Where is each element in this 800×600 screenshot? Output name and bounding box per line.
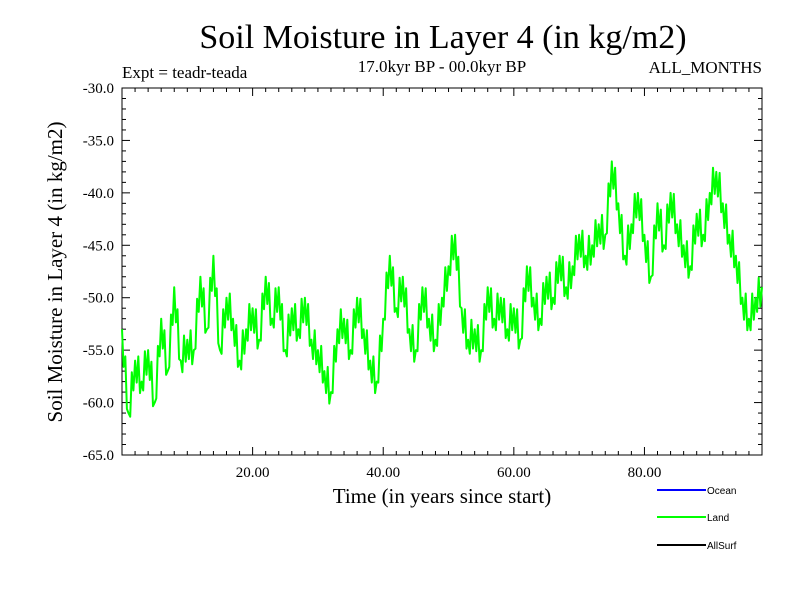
legend-land-label: Land xyxy=(707,513,729,524)
legend: Ocean Land AllSurf xyxy=(657,486,737,552)
y-axis-ticks: -65.0 -60.0 -55.0 -50.0 -45.0 -40.0 -35.0 -30.0 xyxy=(83,81,762,464)
y-tick-label: -40.0 xyxy=(83,186,114,202)
y-tick-label: -35.0 xyxy=(83,133,114,149)
y-tick-label: -45.0 xyxy=(83,238,114,254)
y-tick-label: -55.0 xyxy=(83,343,114,359)
chart-title: Soil Moisture in Layer 4 (in kg/m2) xyxy=(199,19,686,56)
x-tick-label: 60.00 xyxy=(497,465,531,481)
x-tick-label: 40.00 xyxy=(366,465,400,481)
legend-allsurf-label: AllSurf xyxy=(707,541,737,552)
period-label: 17.0kyr BP - 00.0kyr BP xyxy=(358,57,526,76)
legend-ocean-label: Ocean xyxy=(707,486,736,497)
y-axis-label: Soil Moisture in Layer 4 (in kg/m2) xyxy=(43,122,67,423)
x-axis-ticks: 20.00 40.00 60.00 80.00 xyxy=(134,88,750,481)
y-tick-label: -50.0 xyxy=(83,291,114,307)
plot-frame xyxy=(121,87,763,456)
series-layer xyxy=(121,160,763,418)
season-label: ALL_MONTHS xyxy=(649,58,762,77)
x-tick-label: 20.00 xyxy=(236,465,270,481)
x-axis-label: Time (in years since start) xyxy=(333,484,552,508)
y-tick-label: -30.0 xyxy=(83,81,114,97)
x-tick-label: 80.00 xyxy=(628,465,662,481)
y-tick-label: -65.0 xyxy=(83,448,114,464)
experiment-label: Expt = teadr-teada xyxy=(122,63,248,82)
series-line-land xyxy=(121,160,763,418)
y-tick-label: -60.0 xyxy=(83,396,114,412)
